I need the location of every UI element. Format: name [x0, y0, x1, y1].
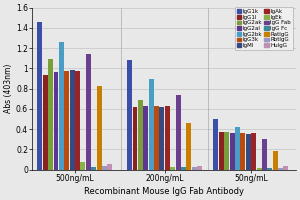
Bar [70, 70, 75, 169]
Bar [64, 71, 69, 169]
Bar [192, 167, 197, 169]
Bar [262, 139, 267, 169]
Bar [80, 162, 86, 169]
Bar [170, 167, 175, 169]
Bar [43, 75, 48, 169]
Bar [240, 133, 245, 169]
Bar [235, 127, 240, 169]
Bar [273, 151, 278, 169]
Bar [149, 79, 154, 169]
Bar [86, 54, 91, 169]
Legend: IgG1k, IgG1l, IgG2ak, IgG2al, IgG2bk, IgG3k, IgMl, IgAk, IgEk, IgG Fab, IgG Fc, : IgG1k, IgG1l, IgG2ak, IgG2al, IgG2bk, Ig… [235, 7, 293, 50]
Bar [38, 22, 42, 169]
Bar [53, 72, 58, 169]
Bar [59, 42, 64, 169]
Bar [107, 164, 112, 169]
Bar [267, 168, 272, 169]
Bar [284, 166, 288, 169]
Bar [197, 166, 202, 169]
Bar [102, 166, 107, 169]
Bar [97, 86, 102, 169]
Bar [143, 106, 148, 169]
Bar [133, 107, 137, 169]
Bar [186, 123, 191, 169]
Bar [154, 106, 159, 169]
Bar [230, 133, 235, 169]
Bar [219, 132, 224, 169]
X-axis label: Recombinant Mouse IgG Fab Antibody: Recombinant Mouse IgG Fab Antibody [84, 187, 244, 196]
Bar [251, 133, 256, 169]
Bar [214, 119, 218, 169]
Bar [165, 106, 170, 169]
Bar [176, 95, 181, 169]
Y-axis label: Abs (403nm): Abs (403nm) [4, 64, 13, 113]
Bar [127, 60, 132, 169]
Bar [75, 71, 80, 169]
Bar [224, 132, 229, 169]
Bar [138, 100, 143, 169]
Bar [159, 107, 164, 169]
Bar [256, 168, 262, 169]
Bar [91, 167, 96, 169]
Bar [278, 168, 283, 169]
Bar [181, 167, 186, 169]
Bar [48, 59, 53, 169]
Bar [246, 134, 251, 169]
